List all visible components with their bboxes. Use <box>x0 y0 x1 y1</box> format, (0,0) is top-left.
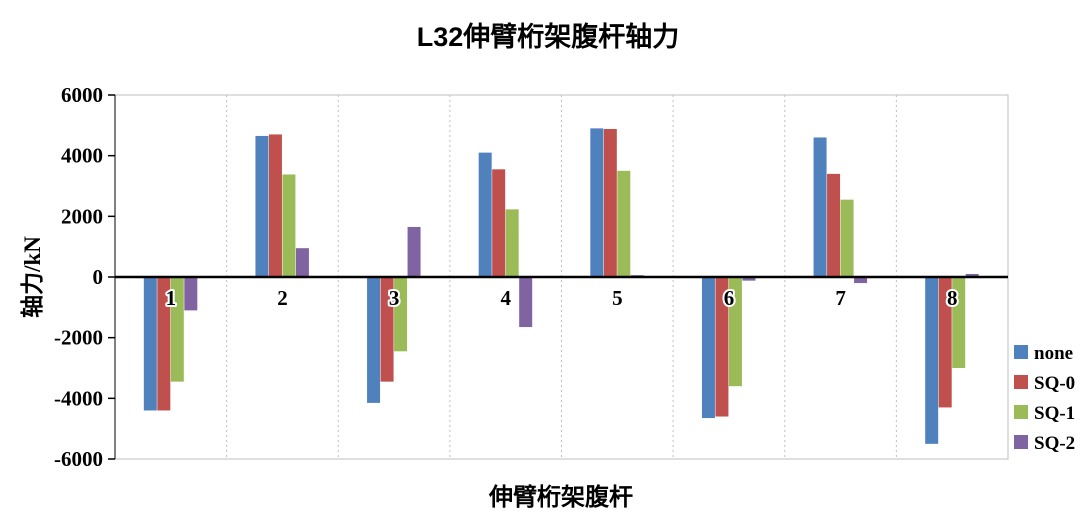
bar-SQ-1-cat6 <box>728 277 742 387</box>
category-label: 2 <box>277 286 288 310</box>
legend-label-SQ-2: SQ-2 <box>1034 433 1075 454</box>
bar-SQ-1-cat4 <box>505 209 519 277</box>
bar-SQ-2-cat1 <box>184 277 198 311</box>
y-tick-label: -4000 <box>54 386 103 410</box>
category-label: 8 <box>947 286 958 310</box>
bar-none-cat2 <box>255 135 269 277</box>
axes: 6000 4000 2000 0 -2000 -4000 -6000 <box>54 83 116 471</box>
legend-label-SQ-0: SQ-0 <box>1034 373 1075 394</box>
legend-label-SQ-1: SQ-1 <box>1034 403 1075 424</box>
category-label: 6 <box>724 286 735 310</box>
x-axis-title: 伸臂桁架腹杆 <box>488 483 633 511</box>
bar-SQ-0-cat2 <box>268 134 282 277</box>
bar-none-cat5 <box>590 128 604 277</box>
legend-label-none: none <box>1034 343 1073 364</box>
y-tick-label: 2000 <box>61 204 103 228</box>
category-label: 5 <box>612 286 623 310</box>
category-label: 1 <box>166 286 177 310</box>
bar-SQ-1-cat8 <box>952 277 966 368</box>
bar-SQ-1-cat1 <box>170 277 184 382</box>
legend-swatch-SQ-2 <box>1014 435 1028 449</box>
bar-SQ-0-cat7 <box>827 173 841 277</box>
bar-SQ-0-cat4 <box>492 169 506 277</box>
bar-SQ-2-cat7 <box>854 277 868 284</box>
bar-SQ-0-cat5 <box>603 128 617 277</box>
bar-SQ-0-cat1 <box>157 277 171 411</box>
y-tick-label: -2000 <box>54 326 103 350</box>
bar-SQ-1-cat3 <box>394 277 408 352</box>
bar-SQ-0-cat6 <box>715 277 729 417</box>
bars <box>115 128 1008 444</box>
bar-none-cat1 <box>143 277 157 411</box>
category-labels: 1 2 3 4 5 6 7 8 <box>164 284 960 312</box>
y-axis-title: 轴力/kN <box>19 236 45 318</box>
bar-SQ-2-cat2 <box>295 248 309 277</box>
bar-SQ-0-cat8 <box>938 277 952 408</box>
bar-SQ-1-cat2 <box>282 174 296 277</box>
y-tick-label: -6000 <box>54 447 103 471</box>
bar-SQ-1-cat7 <box>840 199 854 277</box>
bar-SQ-0-cat3 <box>380 277 394 382</box>
bar-SQ-1-cat5 <box>617 170 631 277</box>
bar-SQ-2-cat3 <box>407 226 421 277</box>
bar-SQ-2-cat4 <box>519 277 533 328</box>
bar-SQ-2-cat8 <box>965 273 979 277</box>
category-label: 3 <box>389 286 400 310</box>
bar-none-cat4 <box>478 152 492 277</box>
bar-none-cat8 <box>925 277 939 444</box>
bar-none-cat7 <box>813 137 827 277</box>
chart-title: L32伸臂桁架腹杆轴力 <box>417 22 680 52</box>
legend: none SQ-0 SQ-1 SQ-2 <box>1014 343 1075 454</box>
y-tick-label: 4000 <box>61 144 103 168</box>
bar-SQ-2-cat6 <box>742 277 756 281</box>
category-label: 4 <box>500 286 511 310</box>
legend-swatch-SQ-1 <box>1014 405 1028 419</box>
y-tick-label: 0 <box>93 265 104 289</box>
y-tick-label: 6000 <box>61 83 103 107</box>
bar-none-cat6 <box>701 277 715 419</box>
legend-swatch-none <box>1014 345 1028 359</box>
category-label: 7 <box>835 286 846 310</box>
bar-none-cat3 <box>367 277 381 403</box>
legend-swatch-SQ-0 <box>1014 375 1028 389</box>
